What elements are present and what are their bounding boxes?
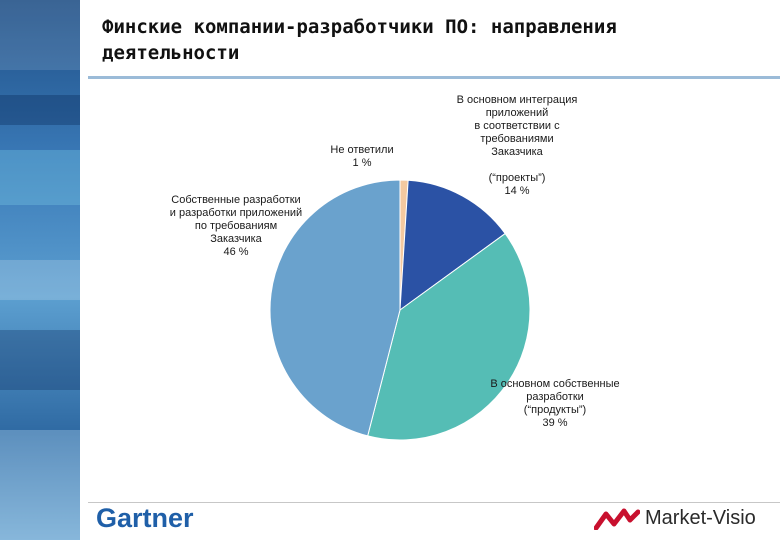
market-visio-zigzag-icon bbox=[594, 508, 640, 530]
slice-label-3: Собственные разработки и разработки прило… bbox=[170, 194, 302, 258]
decorative-sidebar bbox=[0, 0, 80, 540]
pie-slice-1 bbox=[399, 179, 506, 312]
market-visio-logo-text: Market-Visio bbox=[645, 507, 756, 529]
pie-slice-2 bbox=[367, 232, 531, 441]
page-title: Финские компании-разработчики ПО: направ… bbox=[102, 16, 617, 64]
gartner-logo: Gartner bbox=[96, 503, 194, 533]
pie-chart: Не ответили 1 % В основном интеграция прило… bbox=[170, 94, 620, 441]
title-divider bbox=[88, 76, 780, 79]
slice-label-1: В основном интеграция приложений в соответ… bbox=[457, 94, 578, 197]
pie-slice-3 bbox=[269, 179, 401, 437]
slice-label-2: В основном собственные разработки (“продук… bbox=[490, 378, 619, 429]
slice-label-0: Не ответили 1 % bbox=[330, 144, 393, 169]
footer-divider bbox=[88, 502, 780, 503]
